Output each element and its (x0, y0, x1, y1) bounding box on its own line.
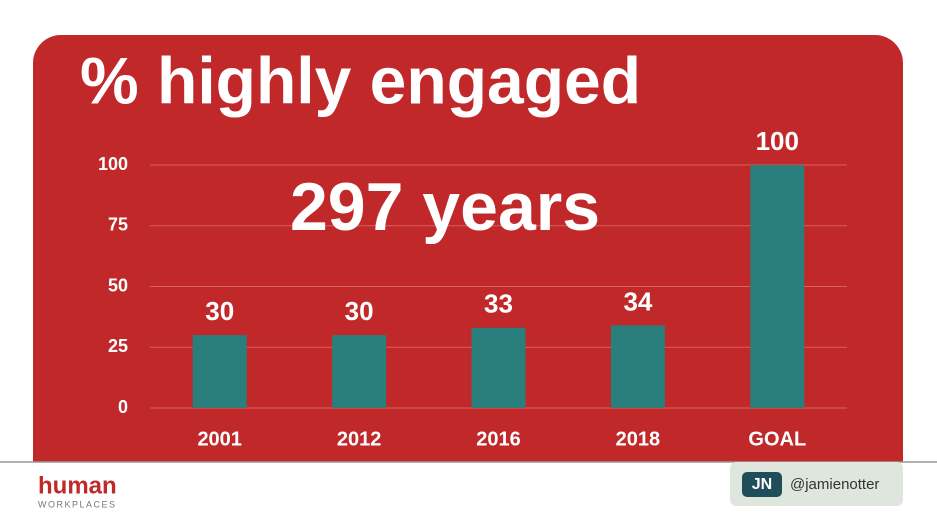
bar (471, 327, 526, 408)
value-label: 34 (623, 286, 652, 316)
y-tick-label: 0 (118, 397, 128, 417)
bar (750, 165, 805, 408)
chart-title: % highly engaged (80, 43, 641, 117)
badge-icon-text: JN (752, 476, 772, 493)
logo-sub: WORKPLACES (38, 499, 117, 509)
bar (332, 335, 387, 408)
y-tick-label: 25 (108, 336, 128, 356)
y-tick-label: 100 (98, 154, 128, 174)
badge-icon (742, 472, 782, 497)
slide-panel-base (33, 420, 903, 462)
logo: human (38, 472, 117, 499)
x-tick-label: 2018 (616, 428, 661, 450)
x-tick-label: 2012 (337, 428, 382, 450)
value-label: 30 (205, 296, 234, 326)
value-label: 30 (345, 296, 374, 326)
y-tick-label: 50 (108, 275, 128, 295)
handle: @jamienotter (790, 476, 879, 493)
y-tick-label: 75 (108, 215, 128, 235)
slide-panel (33, 35, 903, 462)
annotation: 297 years (290, 169, 600, 245)
value-label: 100 (756, 126, 799, 156)
x-tick-label: 2016 (476, 428, 521, 450)
x-tick-label: 2001 (197, 428, 242, 450)
x-tick-label: GOAL (748, 428, 806, 450)
bar (610, 325, 665, 408)
value-label: 33 (484, 289, 513, 319)
bar (192, 335, 247, 408)
